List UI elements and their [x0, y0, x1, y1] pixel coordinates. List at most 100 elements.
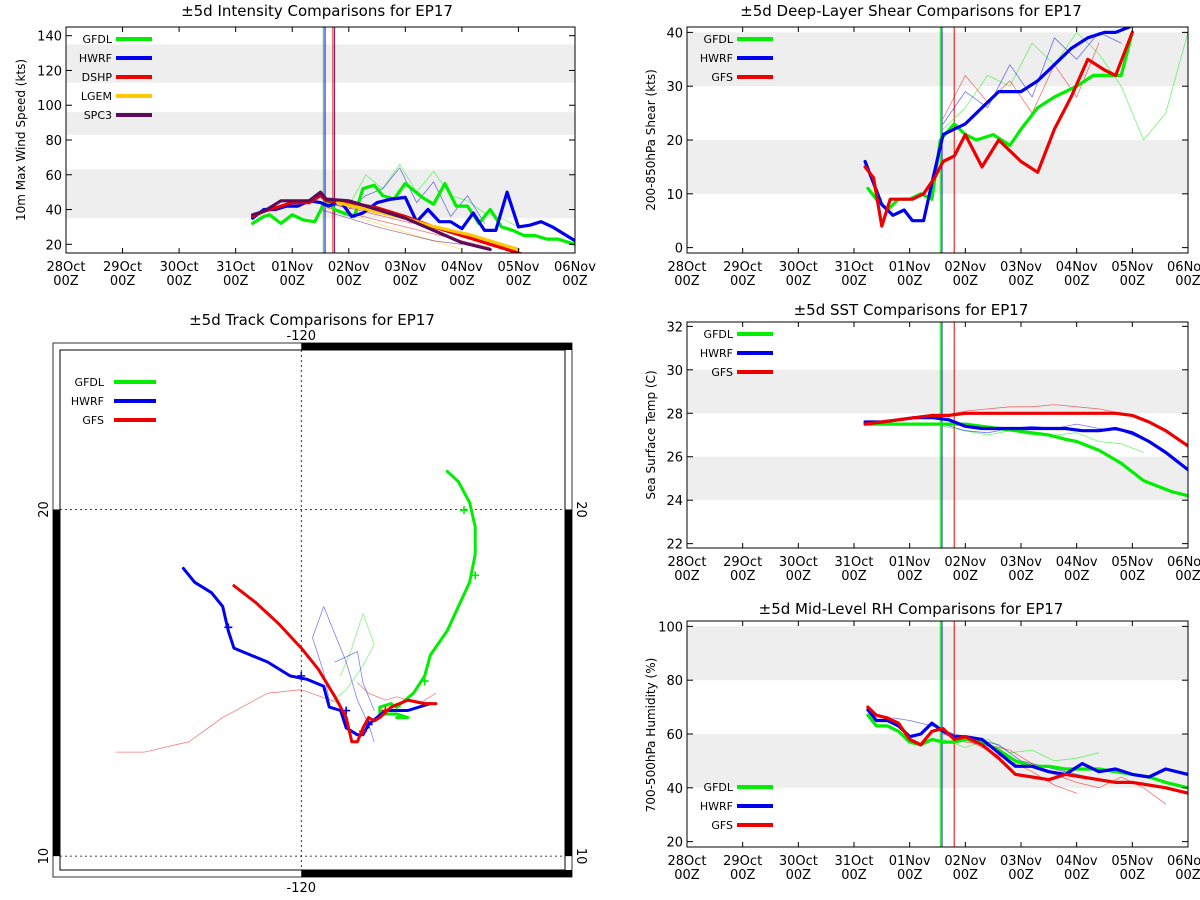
sst-x-tick-label-hour: 00Z — [1064, 569, 1090, 584]
intensity-band — [66, 112, 575, 135]
sst-y-tick-label: 32 — [666, 320, 683, 335]
sst-x-tick-label-hour: 00Z — [1008, 569, 1034, 584]
rh-series-gfdl-ensemble — [942, 739, 1100, 762]
intensity-title: ±5d Intensity Comparisons for EP17 — [181, 2, 453, 20]
sst-legend-label: GFS — [711, 366, 733, 379]
sst-x-tick-label-hour: 00Z — [953, 569, 979, 584]
shear-y-label: 200-850hPa Shear (kts) — [644, 69, 658, 211]
sst-legend-label: HWRF — [700, 347, 733, 360]
intensity-x-tick-label-date: 31Oct — [216, 260, 255, 275]
rh-y-tick-label: 40 — [666, 782, 683, 797]
shear-x-tick-label-hour: 00Z — [953, 274, 979, 289]
sst-x-tick-label-date: 05Nov — [1111, 555, 1153, 570]
track-legend-label: HWRF — [71, 395, 104, 408]
shear-panel: ±5d Deep-Layer Shear Comparisons for EP1… — [644, 2, 1200, 289]
intensity-x-tick-label-date: 03Nov — [384, 260, 426, 275]
sst-x-tick-label-date: 01Nov — [889, 555, 931, 570]
shear-x-tick-label-date: 01Nov — [889, 260, 931, 275]
track-marker-hwrf — [224, 623, 233, 632]
rh-x-tick-label-date: 06Nov — [1167, 854, 1200, 869]
track-title: ±5d Track Comparisons for EP17 — [189, 311, 435, 329]
intensity-series-spc3-ensemble — [320, 209, 463, 245]
shear-x-tick-label-date: 05Nov — [1111, 260, 1153, 275]
sst-x-tick-label-date: 28Oct — [667, 555, 706, 570]
rh-x-tick-label-hour: 00Z — [953, 868, 979, 883]
rh-x-tick-label-hour: 00Z — [841, 868, 867, 883]
sst-x-tick-label-date: 03Nov — [1000, 555, 1042, 570]
intensity-x-tick-label-hour: 00Z — [393, 274, 419, 289]
track-series-gfs-ensemble — [115, 689, 342, 753]
sst-series-gfs — [863, 411, 1188, 448]
sst-panel: ±5d SST Comparisons for EP17 Sea Surface… — [644, 301, 1200, 584]
track-series-gfs — [232, 584, 438, 744]
track-lat-label-left: 10 — [37, 848, 52, 865]
shear-series-hwrf-ensemble — [942, 32, 1122, 125]
intensity-x-tick-label-hour: 00Z — [449, 274, 475, 289]
shear-x-tick-label-date: 03Nov — [1000, 260, 1042, 275]
intensity-x-tick-label-date: 01Nov — [271, 260, 313, 275]
sst-x-tick-label-hour: 00Z — [897, 569, 923, 584]
shear-x-tick-label-hour: 00Z — [841, 274, 867, 289]
track-series-hwrf — [181, 566, 432, 737]
rh-y-tick-label: 100 — [658, 620, 683, 635]
track-map-frame — [59, 349, 566, 871]
sst-band — [687, 456, 1188, 501]
shear-series-gfs — [863, 30, 1134, 228]
track-marker-gfdl — [420, 677, 429, 686]
rh-x-tick-label-date: 28Oct — [667, 854, 706, 869]
intensity-x-tick-label-date: 04Nov — [441, 260, 483, 275]
intensity-x-tick-label-hour: 00Z — [562, 274, 588, 289]
track-lat-label-right: 20 — [573, 501, 588, 518]
shear-legend-label: HWRF — [700, 52, 733, 65]
sst-x-tick-label-hour: 00Z — [674, 569, 700, 584]
sst-x-tick-label-date: 06Nov — [1167, 555, 1200, 570]
shear-y-tick-label: 0 — [675, 242, 683, 257]
sst-x-tick-label-hour: 00Z — [730, 569, 756, 584]
sst-series-gfdl — [863, 422, 1188, 498]
intensity-y-tick-label: 40 — [45, 204, 62, 219]
rh-x-tick-label-date: 05Nov — [1111, 854, 1153, 869]
shear-title: ±5d Deep-Layer Shear Comparisons for EP1… — [740, 2, 1082, 20]
sst-frame — [686, 321, 1189, 549]
shear-x-tick-label-date: 04Nov — [1056, 260, 1098, 275]
rh-series-gfdl — [866, 713, 1188, 790]
shear-y-tick-label: 40 — [666, 26, 683, 41]
track-series-gfs-ensemble — [356, 682, 437, 704]
intensity-x-tick-label-hour: 00Z — [336, 274, 362, 289]
rh-y-tick-label: 60 — [666, 728, 683, 743]
intensity-y-tick-label: 20 — [45, 238, 62, 253]
rh-x-tick-label-hour: 00Z — [786, 868, 812, 883]
shear-x-tick-label-date: 06Nov — [1167, 260, 1200, 275]
intensity-x-tick-label-date: 29Oct — [103, 260, 142, 275]
sst-x-tick-label-date: 02Nov — [944, 555, 986, 570]
sst-title: ±5d SST Comparisons for EP17 — [794, 301, 1029, 319]
intensity-x-tick-label-hour: 00Z — [279, 274, 305, 289]
intensity-y-label: 10m Max Wind Speed (kts) — [14, 59, 28, 221]
rh-x-tick-label-date: 31Oct — [834, 854, 873, 869]
shear-x-tick-label-date: 28Oct — [667, 260, 706, 275]
intensity-series-lgem — [335, 201, 521, 252]
track-panel: ±5d Track Comparisons for EP17 -120 -120 1… — [37, 311, 588, 896]
shear-legend-label: GFDL — [704, 33, 734, 46]
sst-y-tick-label: 22 — [666, 538, 683, 553]
rh-y-label: 700-500hPa Humidity (%) — [644, 658, 658, 813]
intensity-panel: ±5d Intensity Comparisons for EP17 10m M… — [14, 2, 596, 289]
intensity-legend-label: LGEM — [81, 90, 112, 103]
shear-x-tick-label-date: 29Oct — [723, 260, 762, 275]
shear-series-hwrf — [863, 27, 1132, 223]
rh-panel: ±5d Mid-Level RH Comparisons for EP17 70… — [644, 600, 1200, 883]
rh-x-tick-label-date: 02Nov — [944, 854, 986, 869]
rh-y-tick-label: 80 — [666, 674, 683, 689]
shear-y-tick-label: 20 — [666, 134, 683, 149]
shear-x-tick-label-hour: 00Z — [1064, 274, 1090, 289]
intensity-x-tick-label-hour: 00Z — [506, 274, 532, 289]
track-lat-label-left: 20 — [37, 501, 52, 518]
rh-x-tick-label-hour: 00Z — [1120, 868, 1146, 883]
sst-x-tick-label-date: 31Oct — [834, 555, 873, 570]
intensity-legend-label: SPC3 — [84, 109, 112, 122]
intensity-series-gfdl — [251, 181, 575, 246]
rh-x-tick-label-hour: 00Z — [1064, 868, 1090, 883]
rh-series-gfs — [866, 705, 1188, 795]
sst-y-tick-label: 28 — [666, 407, 683, 422]
shear-x-tick-label-hour: 00Z — [1120, 274, 1146, 289]
